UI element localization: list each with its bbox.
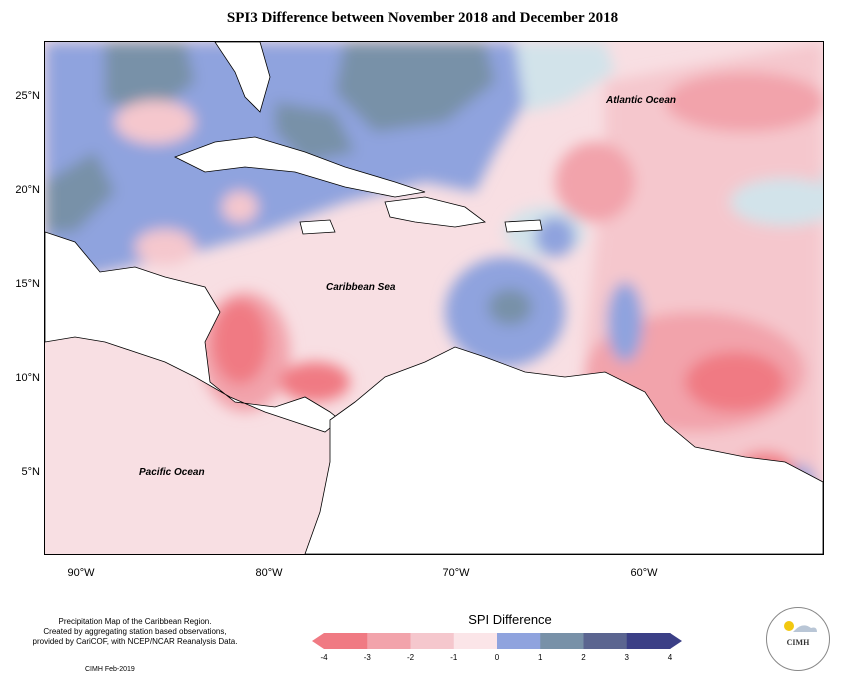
- lon-label-90w: 90°W: [67, 567, 95, 579]
- lat-label-25n: 25°N: [15, 90, 40, 102]
- legend-tick-label: -1: [450, 653, 458, 662]
- colorbar-segment: [540, 633, 584, 649]
- colorbar-segment: [497, 633, 541, 649]
- color-bar: [312, 633, 682, 649]
- note-line-3: provided by CariCOF, with NCEP/NCAR Rean…: [32, 637, 238, 646]
- colorbar-segment: [367, 633, 411, 649]
- map-panel: [44, 41, 824, 555]
- atlantic-ocean-label: Atlantic Ocean: [606, 95, 677, 106]
- colorbar-segment: [410, 633, 455, 649]
- lat-label-5n: 5°N: [21, 466, 40, 478]
- colorbar-arrow-high: [670, 633, 682, 649]
- legend-tick-label: 1: [538, 653, 543, 662]
- legend-tick-label: 2: [581, 653, 586, 662]
- legend-tick-label: -4: [320, 653, 328, 662]
- legend-tick-label: 0: [494, 653, 500, 662]
- pacific-ocean-label: Pacific Ocean: [139, 467, 205, 478]
- legend-title: SPI Difference: [468, 612, 552, 627]
- colorbar-segment: [324, 633, 368, 649]
- lat-label-20n: 20°N: [15, 184, 40, 196]
- lon-label-70w: 70°W: [442, 567, 470, 579]
- note-line-1: Precipitation Map of the Caribbean Regio…: [58, 617, 212, 626]
- credit-text: CIMH Feb-2019: [85, 666, 135, 673]
- caribbean-sea-label: Caribbean Sea: [326, 282, 396, 293]
- spi-map-canvas: [45, 42, 823, 554]
- colorbar-segment: [453, 633, 498, 649]
- sun-icon: [784, 621, 817, 632]
- lat-label-15n: 15°N: [15, 278, 40, 290]
- cimh-logo: CIMH: [766, 607, 830, 671]
- note-line-2: Created by aggregating station based obs…: [43, 627, 227, 636]
- legend-tick-label: -2: [406, 653, 415, 662]
- colorbar-segment: [583, 633, 628, 649]
- lon-label-80w: 80°W: [255, 567, 283, 579]
- legend-tick-label: 3: [624, 653, 629, 662]
- map-title: SPI3 Difference between November 2018 an…: [226, 10, 619, 26]
- map-notes: Precipitation Map of the Caribbean Regio…: [20, 617, 250, 647]
- lon-label-60w: 60°W: [630, 567, 658, 579]
- logo-text: CIMH: [786, 638, 810, 647]
- legend-tick-label: 4: [667, 653, 673, 662]
- colorbar-segment: [626, 633, 671, 649]
- lat-label-10n: 10°N: [15, 372, 40, 384]
- colorbar-arrow-low: [312, 633, 324, 649]
- legend-tick-label: -3: [363, 653, 371, 662]
